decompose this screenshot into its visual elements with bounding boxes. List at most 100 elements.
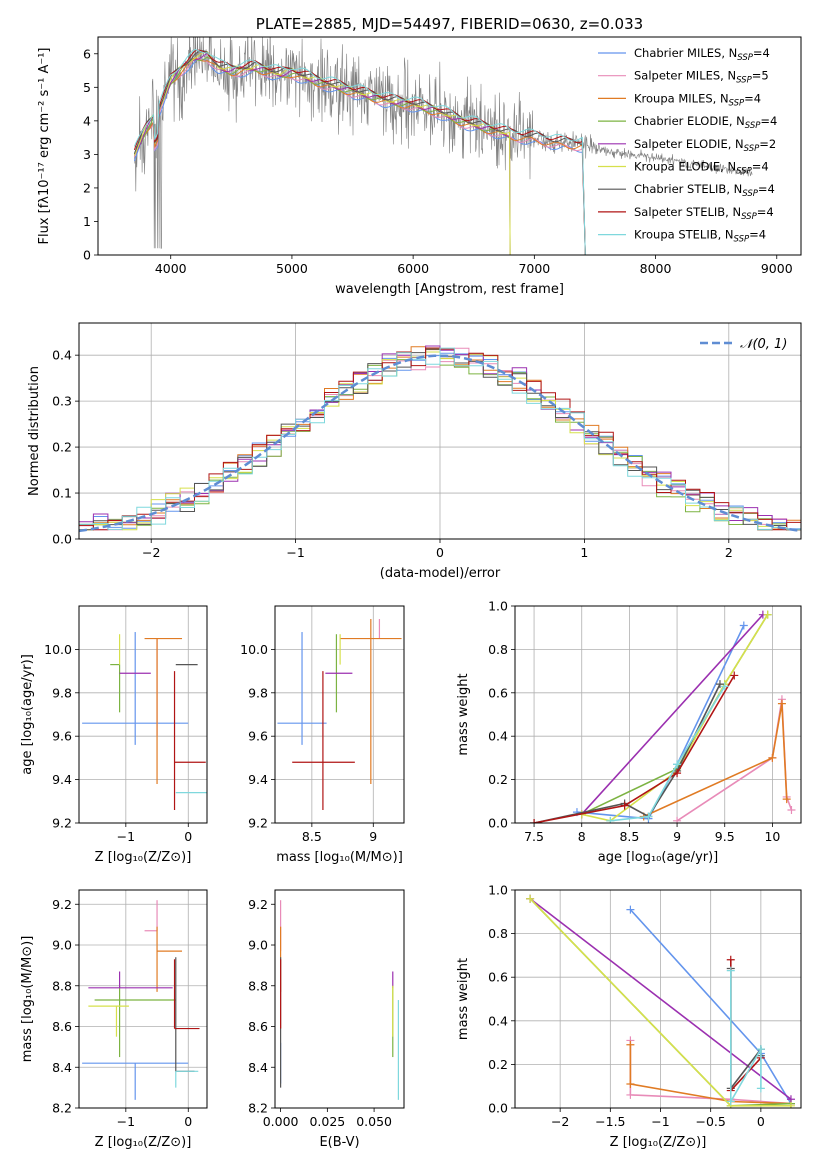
mass-vs-Z-ytick-label: 8.4: [52, 1060, 72, 1075]
spectrum-ytick-label: 5: [83, 80, 91, 95]
legend-label-value: =2: [759, 137, 776, 151]
spectrum-ytick-label: 6: [83, 46, 91, 61]
spectrum-xtick-label: 9000: [761, 261, 793, 276]
weight-vs-Z-ytick-label: 0.8: [488, 926, 508, 941]
weight-vs-age-xtick-label: 10: [764, 829, 780, 844]
normal-curve-line: [79, 354, 799, 533]
legend-label-value: =4: [753, 46, 770, 60]
mass-vs-Z-frame: [78, 889, 208, 1109]
mass-vs-EBV-ytick-label: 8.2: [248, 1101, 268, 1116]
mass-vs-Z-ytick-label: 9.0: [52, 938, 72, 953]
legend-label-sub: SSP: [736, 76, 752, 86]
age-vs-Z-ytick-label: 9.4: [52, 772, 72, 787]
weight-vs-Z-ytick-label: 0.2: [488, 1057, 508, 1072]
legend-label-name: Chabrier ELODIE, N: [634, 114, 745, 128]
weight-vs-Z-ytick-label: 0.6: [488, 970, 508, 985]
weight-vs-Z-frame: [514, 889, 802, 1109]
weight-vs-age-xtick-label: 9: [673, 829, 681, 844]
spectrum-ytick-label: 3: [83, 147, 91, 162]
weight-marker: [768, 753, 777, 762]
mass-vs-Z-axes: −1 0 8.2 8.4 8.6 8.8 9.0 9.2 Z [log₁₀(Z/Z⊙)] mass…: [20, 889, 208, 1150]
mass-vs-Z-plot-area: [79, 890, 207, 1108]
weight-vs-age-ytick-label: 0.6: [488, 685, 508, 700]
legend-label-name: Kroupa STELIB, N: [634, 228, 734, 242]
legend-label-sub: SSP: [734, 235, 750, 245]
legend-label-name: Salpeter STELIB, N: [634, 205, 741, 219]
spectrum-ytick-label: 4: [83, 113, 91, 128]
mass-vs-EBV-ytick-label: 8.8: [248, 978, 268, 993]
legend-label-sub: SSP: [741, 212, 757, 222]
residuals-ytick-label: 0.4: [52, 348, 72, 363]
age-vs-mass-ytick-label: 9.2: [248, 816, 268, 831]
weight-vs-age-ytick-label: 0.8: [488, 642, 508, 657]
spectrum-xtick-label: 6000: [397, 261, 429, 276]
mass-vs-EBV-ytick-label: 8.4: [248, 1060, 268, 1075]
residuals-xtick-label: 0: [436, 545, 444, 560]
weight-vs-Z-xtick-label: −1.5: [595, 1114, 625, 1129]
age-vs-Z-plot-area: [79, 606, 207, 823]
weight-marker: [673, 769, 682, 778]
residuals-xtick-label: 1: [580, 545, 588, 560]
weight-marker: [787, 805, 796, 814]
model-line-kroupa-elodie: [133, 50, 511, 255]
legend-label-name: Chabrier MILES, N: [634, 46, 737, 60]
spectrum-xtick-label: 5000: [276, 261, 308, 276]
weight-line: [629, 1044, 792, 1105]
weight-vs-age-frame: [514, 605, 802, 824]
mass-vs-Z-xtick-label: −1: [117, 1114, 135, 1129]
spectrum-title: PLATE=2885, MJD=54497, FIBERID=0630, z=0…: [256, 15, 643, 33]
spectrum-frame: [97, 36, 802, 256]
weight-marker: [626, 1040, 635, 1049]
weight-marker: [626, 905, 635, 914]
weight-marker: [763, 610, 772, 619]
spectrum-ytick-label: 0: [83, 248, 91, 263]
weight-vs-age-xlabel: age [log₁₀(age/yr)]: [598, 850, 719, 865]
age-vs-Z-frame: [78, 605, 208, 824]
legend-label-value: =4: [760, 114, 777, 128]
normal-legend-label: 𝒩(0, 1): [740, 337, 787, 352]
weight-line: [533, 683, 721, 823]
age-vs-Z-xtick-label: −1: [117, 829, 135, 844]
spectrum-xtick-label: 8000: [640, 261, 672, 276]
mass-vs-Z-ytick-label: 8.8: [52, 978, 72, 993]
weight-vs-age-xtick-label: 8: [578, 829, 586, 844]
weight-vs-age-ytick-label: 0.4: [488, 729, 508, 744]
mass-vs-EBV-xtick-label: 0.050: [356, 1114, 392, 1129]
weight-vs-age-xtick-label: 8.5: [619, 829, 639, 844]
weight-line: [576, 625, 745, 820]
mass-vs-EBV-xtick-label: 0.025: [309, 1114, 345, 1129]
age-vs-mass-xtick-label: 9: [369, 829, 377, 844]
weight-marker: [726, 955, 735, 964]
weight-vs-age-plot-area: [515, 606, 801, 823]
residuals-xtick-label: −2: [142, 545, 160, 560]
weight-marker: [530, 819, 539, 823]
legend-label-name: Kroupa MILES, N: [634, 91, 729, 105]
legend-label: Chabrier STELIB, NSSP=4: [634, 182, 775, 199]
weight-marker: [626, 1090, 635, 1099]
weight-line: [533, 674, 735, 823]
weight-line: [676, 699, 793, 822]
weight-vs-Z-xtick-label: −2: [551, 1114, 569, 1129]
weight-vs-age-xtick-label: 7.5: [524, 829, 544, 844]
legend-label-name: Kroupa ELODIE, N: [634, 160, 736, 174]
age-vs-mass-ytick-label: 10.0: [240, 642, 268, 657]
residuals-ylabel: Normed distribution: [27, 366, 42, 496]
mass-vs-EBV-plot-area: [280, 900, 399, 1100]
weight-vs-age-ytick-label: 1.0: [488, 599, 508, 614]
age-vs-mass-xtick-label: 8.5: [302, 829, 322, 844]
mass-vs-EBV-axes: 0.000 0.025 0.050 8.2 8.4 8.6 8.8 9.0 9.2 E(B-V): [248, 889, 405, 1150]
model-line-kroupa-stelib: [133, 49, 586, 255]
weight-marker: [606, 816, 615, 823]
mass-vs-EBV-frame: [274, 889, 405, 1109]
residuals-ytick-label: 0.2: [52, 440, 72, 455]
mass-vs-Z-ytick-label: 8.2: [52, 1101, 72, 1116]
age-vs-mass-frame: [274, 605, 405, 824]
weight-line: [643, 703, 788, 818]
legend-label: Salpeter STELIB, NSSP=4: [634, 205, 774, 222]
legend-label-name: Salpeter ELODIE, N: [634, 137, 744, 151]
weight-vs-Z-plot-area: [515, 890, 801, 1108]
legend-label-value: =4: [749, 228, 766, 242]
legend-label-sub: SSP: [742, 189, 758, 199]
legend-label: Salpeter MILES, NSSP=5: [634, 69, 769, 86]
